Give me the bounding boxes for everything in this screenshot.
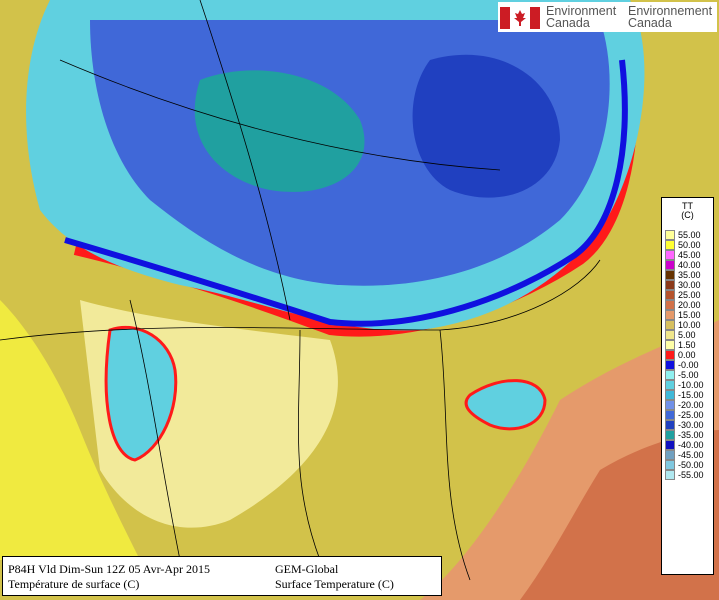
canada-flag-icon [500, 7, 540, 29]
legend-row: -50.00 [665, 460, 713, 470]
legend-row: 25.00 [665, 290, 713, 300]
field-name-english: Surface Temperature (C) [275, 577, 394, 591]
legend-row: 55.00 [665, 230, 713, 240]
legend-unit: (C) [681, 210, 694, 220]
legend-swatch [665, 430, 675, 440]
legend-swatch [665, 290, 675, 300]
legend-value: 55.00 [678, 230, 701, 240]
legend-row: -35.00 [665, 430, 713, 440]
legend-value: 20.00 [678, 300, 701, 310]
legend-value: -40.00 [678, 440, 704, 450]
environment-canada-logo: Environment Canada Environnement Canada [498, 2, 717, 32]
legend-value: 45.00 [678, 250, 701, 260]
rocky-mountain-cold-pocket [104, 325, 178, 462]
logo-english-line-2: Canada [546, 16, 590, 30]
logo-french-line-2: Canada [628, 16, 672, 30]
legend-value: 15.00 [678, 310, 701, 320]
legend-row: -5.00 [665, 370, 713, 380]
legend-variable-name: TT [682, 201, 693, 211]
legend-value: -5.00 [678, 370, 699, 380]
legend-value: 40.00 [678, 260, 701, 270]
legend-row: 15.00 [665, 310, 713, 320]
legend-swatch [665, 330, 675, 340]
legend-value: 30.00 [678, 280, 701, 290]
legend-row: -15.00 [665, 390, 713, 400]
legend-row: -45.00 [665, 450, 713, 460]
legend-row: -55.00 [665, 470, 713, 480]
legend-row: 10.00 [665, 320, 713, 330]
field-name-french: Température de surface (C) [8, 577, 140, 591]
legend-row: 45.00 [665, 250, 713, 260]
legend-swatch [665, 260, 675, 270]
legend-value: 0.00 [678, 350, 696, 360]
map-borders [0, 0, 601, 581]
legend-value: -25.00 [678, 410, 704, 420]
legend-row: 1.50 [665, 340, 713, 350]
model-name-label: GEM-Global [275, 562, 339, 576]
forecast-caption: P84H Vld Dim-Sun 12Z 05 Avr-Apr 2015 GEM… [2, 556, 442, 596]
logo-french-line-1: Environnement [628, 4, 713, 18]
legend-value: -10.00 [678, 380, 704, 390]
legend-swatch [665, 450, 675, 460]
legend-row: 30.00 [665, 280, 713, 290]
legend-swatch [665, 280, 675, 290]
legend-swatch [665, 380, 675, 390]
legend-swatch [665, 460, 675, 470]
legend-value: 10.00 [678, 320, 701, 330]
legend-value: 25.00 [678, 290, 701, 300]
legend-swatch [665, 310, 675, 320]
legend-value: 35.00 [678, 270, 701, 280]
legend-value: -0.00 [678, 360, 699, 370]
legend-value: -35.00 [678, 430, 704, 440]
legend-swatch [665, 390, 675, 400]
legend-row: -0.00 [665, 360, 713, 370]
legend-swatch [665, 250, 675, 260]
legend-value: -45.00 [678, 450, 704, 460]
legend-swatch [665, 420, 675, 430]
legend-swatch [665, 340, 675, 350]
legend-swatch [665, 400, 675, 410]
legend-value: 50.00 [678, 240, 701, 250]
legend-swatch [665, 370, 675, 380]
legend-row: 0.00 [665, 350, 713, 360]
legend-value: -30.00 [678, 420, 704, 430]
legend-swatch [665, 470, 675, 480]
legend-row: -30.00 [665, 420, 713, 430]
central-us-cold-pocket [464, 379, 547, 431]
legend-swatch [665, 440, 675, 450]
legend-row: 20.00 [665, 300, 713, 310]
legend-row: -20.00 [665, 400, 713, 410]
legend-row: -25.00 [665, 410, 713, 420]
legend-swatch [665, 240, 675, 250]
logo-english-line-1: Environment [546, 4, 617, 18]
legend-row: -10.00 [665, 380, 713, 390]
legend-row: 35.00 [665, 270, 713, 280]
legend-entries: 55.00 50.00 45.00 40.00 35.00 30.00 25.00 20.00… [665, 230, 713, 480]
legend-swatch [665, 350, 675, 360]
pacific-yellow-region [0, 300, 140, 560]
legend-value: 5.00 [678, 330, 696, 340]
subfreezing-band [64, 59, 628, 327]
legend-value: 1.50 [678, 340, 696, 350]
legend-swatch [665, 270, 675, 280]
legend-value: -15.00 [678, 390, 704, 400]
legend-swatch [665, 360, 675, 370]
legend-swatch [665, 300, 675, 310]
legend-swatch [665, 230, 675, 240]
legend-row: 40.00 [665, 260, 713, 270]
valid-time-label: P84H Vld Dim-Sun 12Z 05 Avr-Apr 2015 [8, 562, 210, 576]
legend-value: -20.00 [678, 400, 704, 410]
legend-row: 50.00 [665, 240, 713, 250]
legend-swatch [665, 410, 675, 420]
temperature-legend: TT (C) 55.00 50.00 45.00 40.00 35.00 30.00 25.… [661, 197, 714, 575]
hudson-bay-cold-core [412, 54, 560, 198]
coldest-core-region [194, 70, 365, 192]
legend-value: -55.00 [678, 470, 704, 480]
legend-value: -50.00 [678, 460, 704, 470]
legend-swatch [665, 320, 675, 330]
legend-row: -40.00 [665, 440, 713, 450]
legend-row: 5.00 [665, 330, 713, 340]
